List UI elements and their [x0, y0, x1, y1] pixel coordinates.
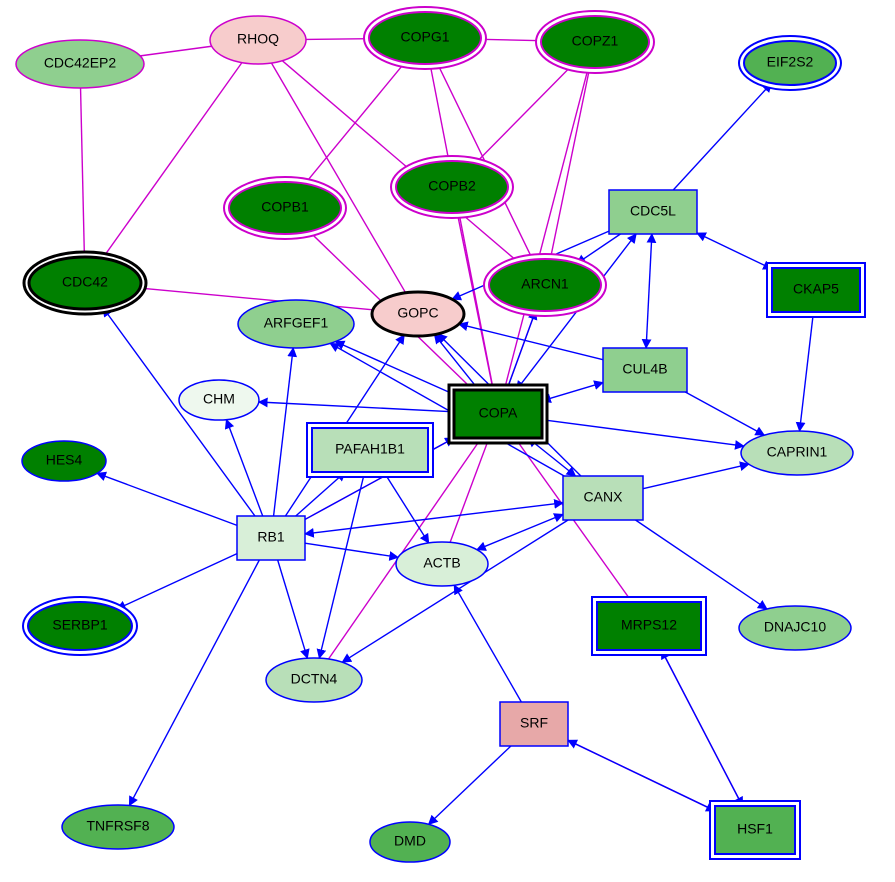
edge-COPA-CHM	[259, 402, 454, 412]
node-label: COPB1	[261, 199, 309, 215]
node-label: ARFGEF1	[264, 315, 329, 331]
node-caprin1[interactable]: CAPRIN1	[741, 431, 853, 475]
node-copb1[interactable]: COPB1	[224, 177, 346, 239]
node-copz1[interactable]: COPZ1	[536, 11, 654, 73]
edge-RB1-HES4	[97, 473, 237, 525]
edge-RHOQ-CDC42	[103, 63, 242, 259]
node-label: ACTB	[423, 555, 460, 571]
node-rhoq[interactable]: RHOQ	[210, 16, 306, 64]
node-label: COPB2	[428, 178, 476, 194]
node-label: CKAP5	[793, 281, 839, 297]
edge-COPB2-COPA	[457, 213, 493, 390]
edge-RB1-TNFRSF8	[129, 560, 259, 805]
edge-CKAP5-CAPRIN1	[800, 312, 814, 431]
network-diagram: CDC42EP2 RHOQ COPG1 COPZ1 EIF2S2 COPB2 COPB1 CD…	[0, 0, 895, 882]
node-label: CDC42	[62, 274, 108, 290]
node-label: CDC42EP2	[44, 55, 117, 71]
node-label: TNFRSF8	[87, 818, 150, 834]
edge-RB1-ACTB	[305, 543, 398, 557]
node-label: CANX	[584, 489, 624, 505]
node-label: RB1	[257, 529, 284, 545]
node-tnfrsf8[interactable]: TNFRSF8	[62, 805, 174, 849]
node-cul4b[interactable]: CUL4B	[603, 348, 687, 392]
node-label: MRPS12	[621, 617, 677, 633]
node-dctn4[interactable]: DCTN4	[266, 658, 362, 702]
node-copg1[interactable]: COPG1	[364, 7, 486, 69]
node-mrps12[interactable]: MRPS12	[592, 597, 706, 655]
edge-COPZ1-ARCN1	[550, 68, 589, 259]
node-label: DMD	[394, 833, 426, 849]
node-canx[interactable]: CANX	[563, 476, 643, 520]
node-label: HSF1	[737, 821, 773, 837]
node-copa[interactable]: COPA	[449, 385, 547, 443]
edge-RB1-DCTN4	[278, 560, 308, 658]
node-label: CAPRIN1	[767, 444, 828, 460]
node-cdc42ep2[interactable]: CDC42EP2	[16, 40, 144, 88]
edge-COPG1-COPB1	[305, 62, 405, 183]
edge-CUL4B-GOPC	[459, 324, 603, 360]
node-label: DNAJC10	[764, 619, 826, 635]
node-label: SERBP1	[52, 617, 107, 633]
node-cdc5l[interactable]: CDC5L	[609, 190, 697, 234]
node-dnajc10[interactable]: DNAJC10	[739, 606, 851, 650]
node-hsf1[interactable]: HSF1	[710, 801, 800, 859]
node-label: CDC5L	[630, 203, 676, 219]
node-label: COPZ1	[572, 33, 619, 49]
node-label: DCTN4	[291, 671, 338, 687]
edge-CDC5L-CUL4B	[646, 234, 652, 348]
node-dmd[interactable]: DMD	[370, 822, 450, 862]
node-actb[interactable]: ACTB	[396, 542, 488, 586]
node-hes4[interactable]: HES4	[22, 441, 106, 481]
node-label: GOPC	[397, 305, 438, 321]
edge-COPA-CAPRIN1	[542, 420, 744, 446]
node-eif2s2[interactable]: EIF2S2	[739, 36, 841, 90]
edge-COPZ1-COPA	[504, 68, 588, 390]
node-label: ARCN1	[521, 276, 569, 292]
edge-CDC5L-CKAP5	[697, 233, 772, 269]
node-label: RHOQ	[237, 31, 279, 47]
node-copb2[interactable]: COPB2	[391, 156, 513, 218]
edge-COPA-GOPC	[434, 335, 478, 390]
edge-RB1-ARFGEF1	[274, 348, 294, 516]
node-label: COPA	[479, 405, 518, 421]
node-cdc42[interactable]: CDC42	[24, 252, 146, 314]
node-label: PAFAH1B1	[335, 441, 405, 457]
edge-SRF-ACTB	[454, 585, 521, 702]
edge-RHOQ-COPG1	[306, 39, 369, 40]
edge-RB1-SERBP1	[117, 554, 237, 609]
edge-COPA-CUL4B	[542, 383, 603, 401]
edge-CANX-CAPRIN1	[643, 464, 749, 489]
edge-CDC5L-ARCN1	[577, 234, 621, 264]
node-arcn1[interactable]: ARCN1	[484, 254, 606, 316]
node-srf[interactable]: SRF	[500, 702, 568, 746]
node-label: SRF	[520, 715, 548, 731]
node-label: HES4	[46, 452, 83, 468]
edge-PAFAH1B1-ACTB	[384, 472, 429, 543]
edge-CANX-DNAJC10	[635, 520, 766, 609]
edge-COPG1-COPZ1	[481, 39, 541, 40]
edge-RB1-PAFAH1B1	[296, 472, 346, 516]
node-label: CHM	[203, 391, 235, 407]
node-gopc[interactable]: GOPC	[372, 292, 464, 336]
edge-SRF-DMD	[429, 746, 511, 824]
edge-MRPS12-HSF1	[661, 650, 742, 806]
node-chm[interactable]: CHM	[179, 380, 259, 420]
node-label: EIF2S2	[767, 54, 814, 70]
node-label: COPG1	[400, 29, 449, 45]
edge-SRF-HSF1	[568, 740, 715, 811]
edge-CDC5L-EIF2S2	[673, 83, 771, 190]
node-arfgef1[interactable]: ARFGEF1	[238, 300, 354, 348]
edge-CDC42EP2-RHOQ	[140, 46, 211, 56]
node-label: CUL4B	[622, 361, 667, 377]
edge-CUL4B-CAPRIN1	[685, 392, 764, 435]
edge-COPA-ACTB	[450, 438, 489, 542]
edge-CDC42EP2-CDC42	[81, 88, 85, 257]
edge-COPZ1-COPB2	[475, 65, 572, 163]
node-rb1[interactable]: RB1	[237, 516, 305, 560]
node-ckap5[interactable]: CKAP5	[767, 263, 865, 317]
node-serbp1[interactable]: SERBP1	[23, 597, 137, 655]
node-pafah1b1[interactable]: PAFAH1B1	[307, 423, 433, 477]
